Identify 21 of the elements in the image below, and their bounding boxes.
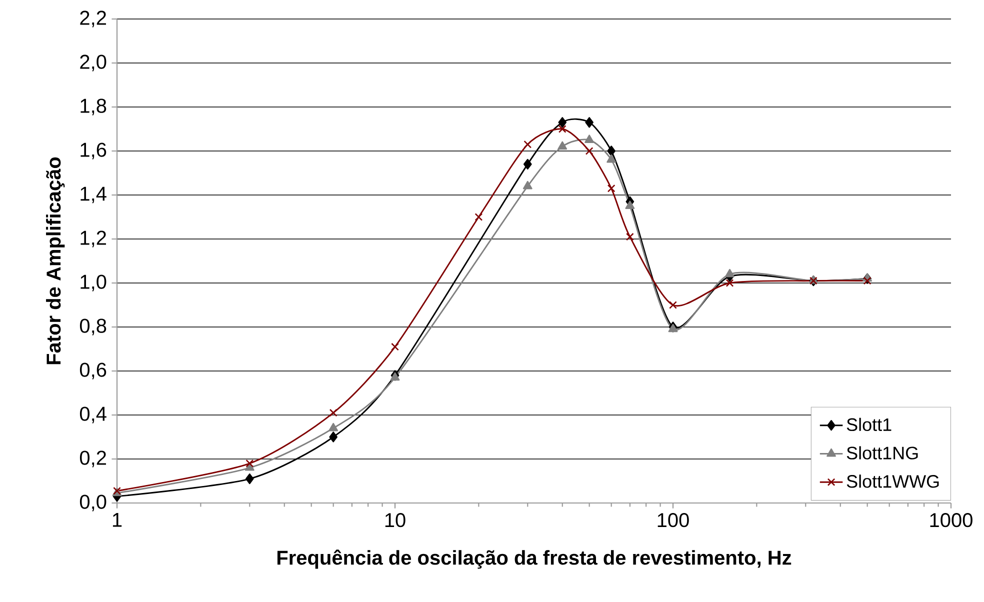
- y-tick-label: 1,2: [80, 230, 106, 248]
- y-tick-label: 1,8: [80, 98, 106, 116]
- y-tick-label: 0,2: [80, 450, 106, 468]
- x-tick-label: 1: [112, 513, 122, 527]
- y-tick-label: 2,2: [80, 10, 106, 28]
- y-axis-title: Fator de Amplificação: [46, 157, 65, 364]
- y-tick-label: 1,4: [80, 186, 106, 204]
- y-tick-label: 0,8: [80, 318, 106, 336]
- legend-label: Slott1WWG: [846, 474, 939, 488]
- y-tick-label: 2,0: [80, 54, 106, 72]
- x-axis-title: Frequência de oscilação da fresta de revestimento, Hz: [277, 550, 792, 569]
- legend-label: Slott1: [846, 418, 892, 432]
- y-tick-label: 1,0: [80, 274, 106, 292]
- y-tick-label: 0,6: [80, 362, 106, 380]
- y-tick-label: 1,6: [80, 142, 106, 160]
- legend-label: Slott1NG: [846, 446, 918, 460]
- y-tick-label: 0,0: [80, 494, 106, 512]
- x-tick-label: 100: [658, 513, 689, 528]
- y-tick-label: 0,4: [80, 406, 106, 424]
- x-tick-label: 1000: [930, 513, 972, 528]
- x-tick-label: 10: [385, 513, 406, 528]
